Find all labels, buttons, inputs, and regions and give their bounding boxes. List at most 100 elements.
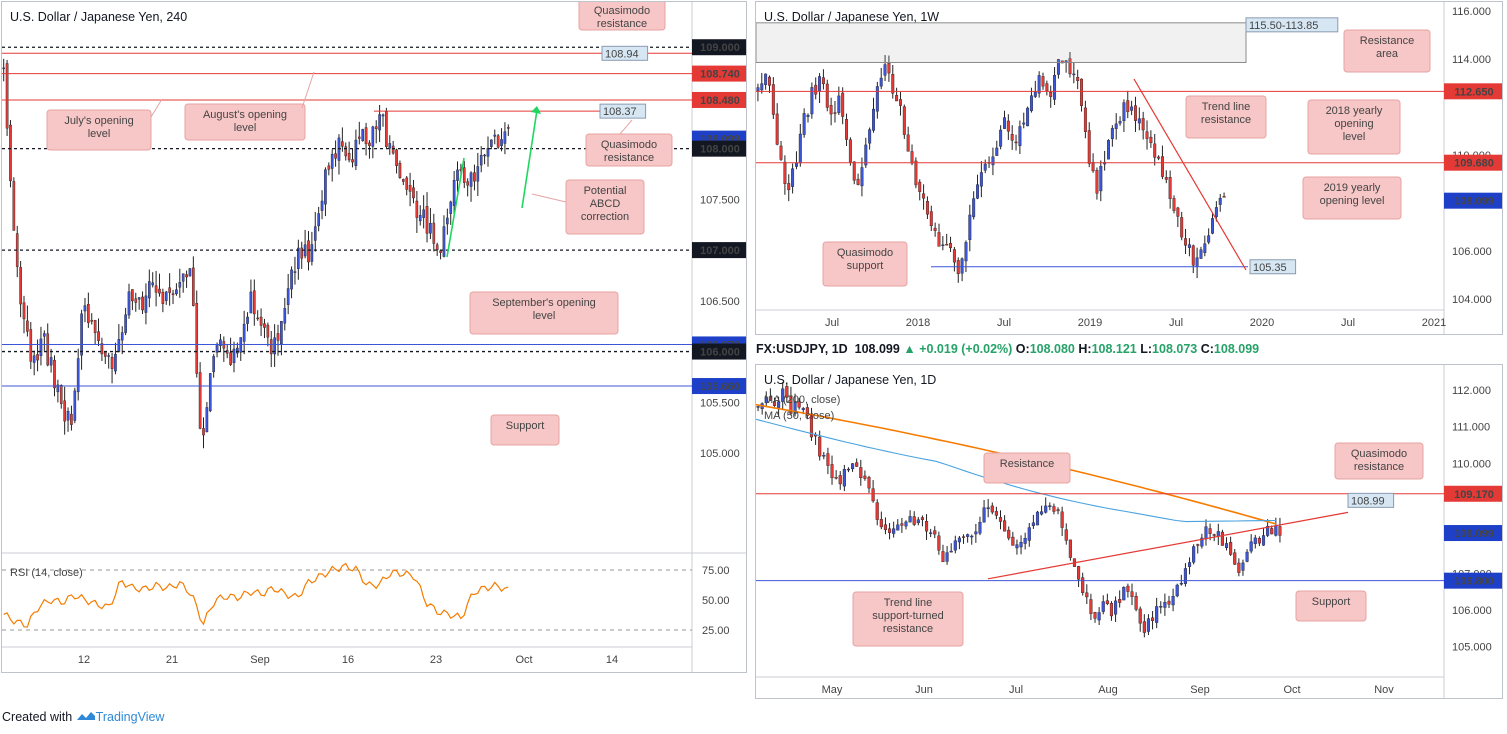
candle bbox=[976, 184, 979, 199]
candle bbox=[208, 373, 212, 412]
annotation-2018-opening-text: opening bbox=[1334, 118, 1373, 130]
chart-w1[interactable]: 116.000114.000110.000106.000104.000Jul20… bbox=[756, 2, 1503, 335]
candle bbox=[914, 160, 918, 186]
annotation-support-text: Support bbox=[506, 420, 545, 432]
price-tick-label: 111.000 bbox=[1452, 422, 1490, 434]
annotation-quasimodo-resistance bbox=[585, 133, 673, 167]
level-value-box bbox=[599, 103, 647, 119]
candle bbox=[1237, 562, 1241, 573]
chart-panel-h4[interactable]: 105.000 105.500 106.500 107.500 12 21 Sep 16 23 O… bbox=[1, 1, 747, 673]
candle bbox=[945, 243, 949, 246]
annotation-trend-line-text: resistance bbox=[1201, 114, 1251, 126]
candle bbox=[195, 303, 199, 374]
candle bbox=[925, 201, 929, 215]
candle bbox=[90, 319, 94, 322]
time-tick-label: May bbox=[822, 684, 843, 696]
price-tick-label: 116.000 bbox=[1452, 6, 1491, 18]
candle bbox=[1048, 505, 1052, 508]
candle bbox=[760, 83, 764, 91]
candle bbox=[73, 390, 77, 421]
candle bbox=[960, 258, 964, 274]
candle bbox=[785, 386, 789, 398]
candle bbox=[922, 193, 926, 199]
candle bbox=[1160, 156, 1164, 177]
candle bbox=[87, 304, 90, 323]
chart-panel-w1[interactable]: 116.000114.000110.000106.000104.000Jul20… bbox=[755, 1, 1503, 335]
candle bbox=[1179, 582, 1183, 585]
time-tick-label: 12 bbox=[78, 654, 90, 666]
annotation-2018-opening-text: level bbox=[1343, 131, 1366, 143]
annotation-2019-opening-text: opening level bbox=[1320, 195, 1385, 207]
candle bbox=[1118, 121, 1122, 124]
candle bbox=[246, 316, 249, 324]
candle bbox=[151, 282, 155, 286]
annotation-quasimodo-resistance-text: Quasimodo bbox=[601, 139, 657, 151]
candle bbox=[449, 201, 453, 214]
annotation-pointer bbox=[619, 119, 633, 135]
candle bbox=[374, 126, 378, 130]
candle bbox=[1072, 73, 1076, 76]
candle bbox=[1180, 217, 1184, 238]
candle bbox=[995, 147, 999, 156]
candle bbox=[46, 333, 50, 366]
footer-brand[interactable]: TradingView bbox=[95, 710, 165, 724]
candle bbox=[895, 95, 899, 102]
candle bbox=[364, 127, 368, 145]
chart-h4[interactable]: 105.000 105.500 106.500 107.500 12 21 Sep 16 23 O… bbox=[2, 2, 747, 673]
candle bbox=[1168, 177, 1172, 199]
chart-d1[interactable]: 112.000111.000110.000107.000106.000105.0… bbox=[756, 365, 1503, 699]
candle bbox=[1187, 562, 1192, 567]
price-pill-label: 108.000 bbox=[700, 144, 740, 156]
candle bbox=[1266, 526, 1270, 536]
candle bbox=[368, 142, 371, 146]
candle bbox=[872, 108, 875, 131]
candle bbox=[479, 154, 483, 166]
candle bbox=[1192, 546, 1196, 563]
candle bbox=[833, 112, 837, 114]
candle bbox=[456, 169, 459, 181]
candle bbox=[418, 215, 422, 222]
time-tick-label: Jul bbox=[1169, 317, 1183, 329]
candle bbox=[1233, 552, 1237, 565]
candle bbox=[1134, 596, 1138, 610]
candle bbox=[771, 84, 775, 115]
annotation-quasimodo-resistance-text: resistance bbox=[604, 152, 654, 164]
candle bbox=[837, 95, 841, 113]
candle bbox=[341, 141, 344, 147]
candle bbox=[898, 99, 902, 106]
candle bbox=[70, 413, 73, 425]
chart-panel-d1[interactable]: 112.000111.000110.000107.000106.000105.0… bbox=[755, 364, 1503, 699]
time-tick-label: Jul bbox=[1009, 684, 1023, 696]
candle bbox=[1060, 60, 1064, 64]
candle bbox=[983, 163, 987, 171]
annotation-quasimodo-support bbox=[822, 241, 908, 287]
price-pill bbox=[692, 378, 746, 395]
candle bbox=[391, 145, 395, 154]
candle bbox=[134, 298, 138, 303]
candle bbox=[181, 273, 185, 282]
candle bbox=[425, 205, 429, 234]
candle bbox=[829, 105, 833, 115]
candle bbox=[900, 523, 904, 526]
annotation-trend-line-support bbox=[852, 591, 964, 647]
candle bbox=[756, 406, 760, 408]
candle bbox=[161, 291, 165, 304]
candle bbox=[198, 372, 202, 429]
low-label: L: bbox=[1140, 342, 1153, 356]
rsi-label: RSI (14, close) bbox=[10, 567, 83, 579]
price-tick-label: 105.000 bbox=[1452, 642, 1492, 654]
candle bbox=[415, 200, 419, 218]
chart-title: U.S. Dollar / Japanese Yen, 1D bbox=[764, 373, 936, 387]
candle bbox=[212, 356, 215, 373]
candle bbox=[802, 113, 806, 135]
candle bbox=[1099, 166, 1103, 192]
candle bbox=[1022, 122, 1026, 125]
price-change: +0.019 (+0.02%) bbox=[919, 342, 1013, 356]
price-pill-label: 106.800 bbox=[1454, 576, 1494, 588]
candle bbox=[974, 531, 978, 535]
candle bbox=[864, 144, 868, 166]
candle bbox=[1126, 100, 1130, 113]
trend-line-resistance bbox=[987, 511, 1349, 580]
candle bbox=[1091, 162, 1095, 172]
candle bbox=[768, 396, 772, 401]
